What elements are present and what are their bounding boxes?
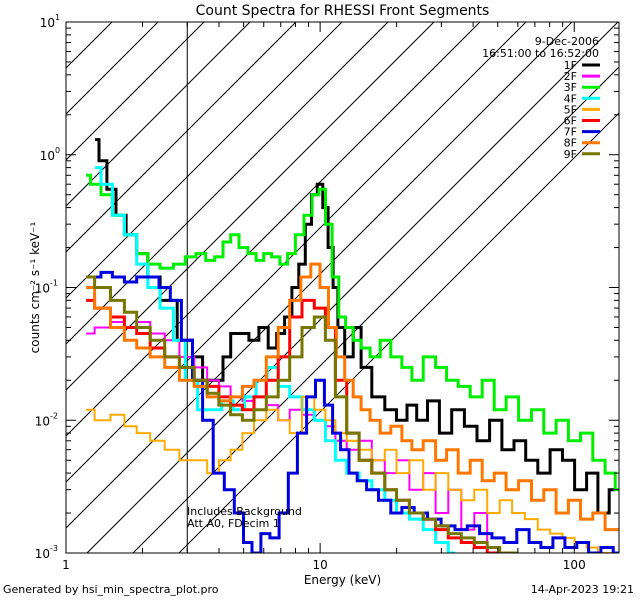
annotation-attenuator: Att A0, FDecim 1: [187, 517, 280, 530]
y-axis-label: counts cm⁻² s⁻¹ keV⁻¹: [28, 221, 42, 353]
series-8F-line: [86, 262, 619, 532]
series-5F-line: [86, 395, 616, 553]
y-tick-exponent: -3: [50, 544, 58, 553]
legend-label-8F: 8F: [564, 137, 577, 150]
y-tick-exponent: -1: [50, 279, 58, 288]
series-7F-line: [86, 270, 619, 553]
hatch-line: [66, 22, 573, 529]
series-9F-line: [86, 275, 518, 553]
legend-label-3F: 3F: [564, 81, 577, 94]
y-tick-label: 10 0: [40, 146, 60, 163]
hatch-line: [66, 22, 343, 299]
hatch-line: [86, 22, 619, 553]
generated-by-label: Generated by hsi_min_spectra_plot.pro: [3, 583, 219, 596]
date-label: 9-Dec-2006: [535, 35, 599, 48]
y-tick-label: 10 1: [40, 13, 60, 30]
hatch-line: [66, 22, 297, 253]
legend-label-1F: 1F: [564, 59, 577, 72]
hatch-line: [66, 22, 251, 207]
hatch-line: [178, 112, 619, 553]
hatch-line: [66, 22, 159, 115]
legend-label-5F: 5F: [564, 103, 577, 116]
hatch-line: [132, 66, 619, 553]
x-tick-label: 100: [563, 558, 586, 572]
time-range-label: 16:51:00 to 16:52:00: [482, 47, 599, 60]
legend-label-2F: 2F: [564, 70, 577, 83]
y-tick-base: 10: [35, 547, 50, 561]
x-tick-label: 10: [312, 558, 327, 572]
hatch-line: [66, 22, 527, 483]
y-tick-label: 10 -1: [35, 279, 58, 296]
hatch-line: [66, 22, 481, 437]
y-tick-exponent: 1: [55, 13, 60, 22]
x-tick-label: 1: [62, 558, 70, 572]
y-tick-exponent: 0: [55, 146, 60, 155]
x-axis-label: Energy (keV): [304, 573, 381, 587]
legend-label-7F: 7F: [564, 126, 577, 139]
y-tick-exponent: -2: [50, 411, 58, 420]
legend-label-4F: 4F: [564, 92, 577, 105]
y-tick-base: 10: [35, 282, 50, 296]
y-tick-base: 10: [35, 414, 50, 428]
hatch-line: [66, 22, 389, 345]
chart-title: Count Spectra for RHESSI Front Segments: [196, 3, 490, 19]
series-3F-line: [86, 173, 619, 492]
legend-label-6F: 6F: [564, 115, 577, 128]
hatch-line: [66, 22, 205, 161]
y-tick-label: 10 -3: [35, 544, 58, 561]
y-tick-base: 10: [40, 16, 55, 30]
y-tick-label: 10 -2: [35, 411, 58, 428]
annotation-background: Includes Background: [187, 505, 302, 518]
y-tick-base: 10: [40, 149, 55, 163]
legend-label-9F: 9F: [564, 148, 577, 161]
timestamp-label: 14-Apr-2023 19:21: [530, 583, 634, 596]
